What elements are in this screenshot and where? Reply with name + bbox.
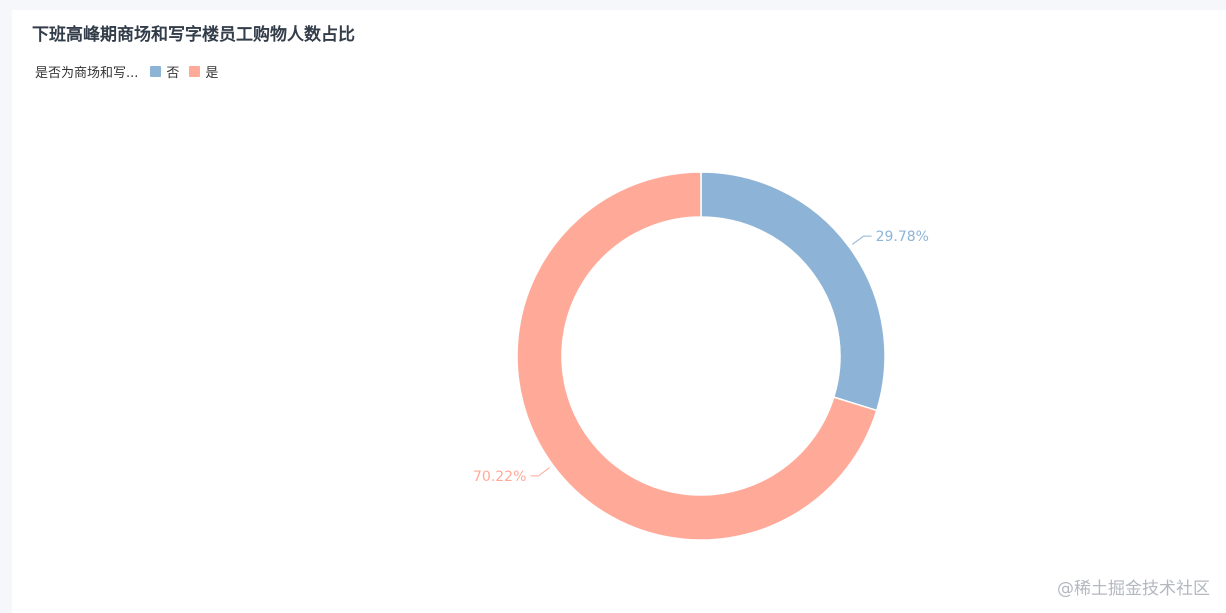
leader-line-no	[852, 235, 872, 245]
legend-swatch-yes	[189, 66, 201, 77]
chart-title: 下班高峰期商场和写字楼员工购物人数占比	[32, 25, 355, 45]
legend-item-yes[interactable]: 是	[189, 62, 218, 81]
legend-swatch-no	[150, 66, 162, 77]
legend-item-no[interactable]: 否	[150, 62, 179, 81]
data-label-yes: 70.22%	[473, 469, 526, 485]
donut-slice-no[interactable]	[700, 171, 886, 412]
legend-label-yes: 是	[205, 66, 219, 81]
legend: 是否为商场和写... 否 是	[35, 62, 218, 81]
watermark: @稀土掘金技术社区	[1057, 579, 1210, 599]
leader-line-yes	[530, 467, 550, 477]
donut-slice-yes[interactable]	[516, 171, 878, 541]
legend-title: 是否为商场和写...	[35, 66, 139, 81]
legend-label-no: 否	[166, 66, 180, 81]
data-label-no: 29.78%	[876, 229, 929, 245]
